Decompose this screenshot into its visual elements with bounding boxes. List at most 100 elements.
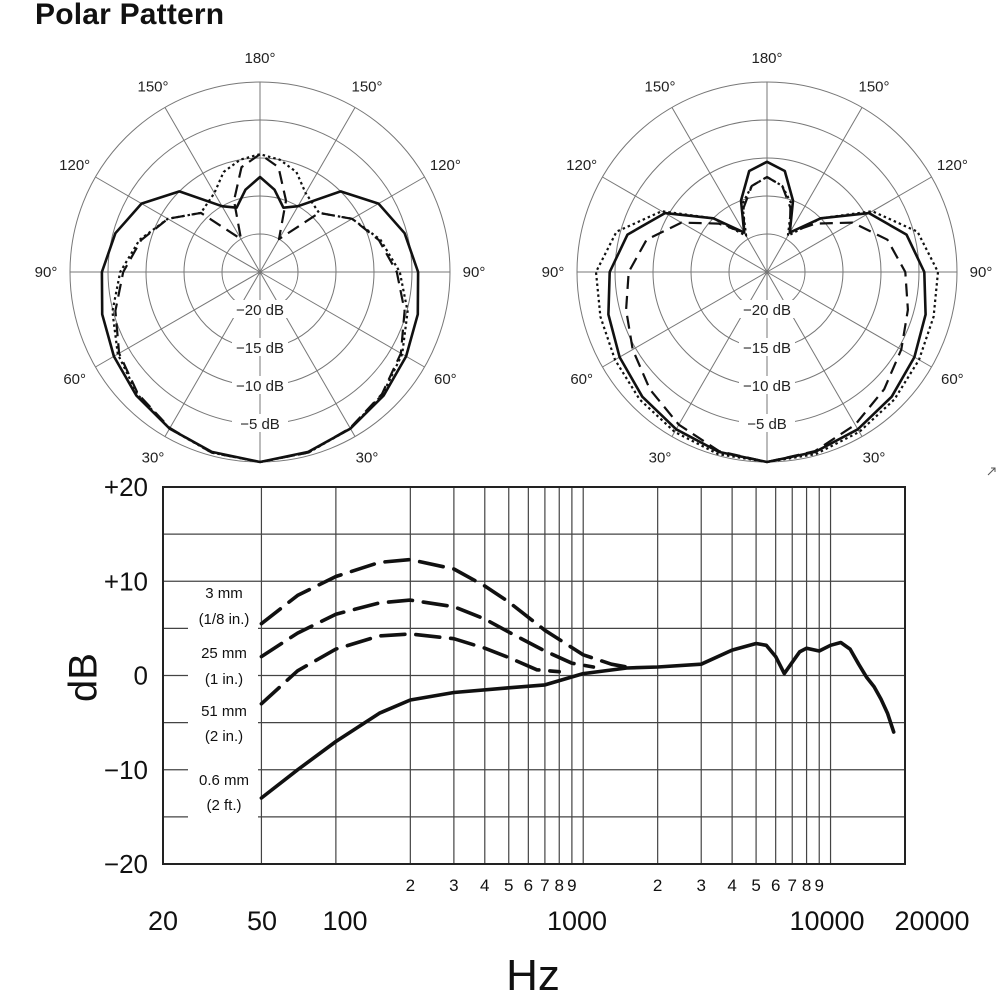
polar-angle-label: 150° xyxy=(858,79,889,96)
polar-spoke xyxy=(671,107,768,273)
polar-ring-label: −5 dB xyxy=(747,416,787,433)
polar-ring-label: −5 dB xyxy=(240,416,280,433)
polar-angle-label: 90° xyxy=(35,264,58,281)
polar-ring-label-bg xyxy=(739,376,795,394)
plot-frame xyxy=(162,486,906,865)
x-minor-tick-label: 5 xyxy=(504,876,513,895)
polar-spoke xyxy=(766,271,932,368)
x-major-tick-label: 20 xyxy=(148,906,178,936)
response-curve-4 xyxy=(259,640,896,800)
polar-angle-label: 30° xyxy=(142,449,165,466)
polar-series-dashed xyxy=(625,175,909,464)
polar-series-solid xyxy=(100,175,420,464)
polar-angle-label: 150° xyxy=(644,79,675,96)
polar-ring-label-bg xyxy=(739,338,795,356)
polar-ring-label: −15 dB xyxy=(743,340,791,357)
x-minor-tick-label: 9 xyxy=(567,876,576,895)
polar-ring-label-bg xyxy=(739,414,795,432)
polar-spoke xyxy=(164,107,261,273)
polar-ring-label: −20 dB xyxy=(743,302,791,319)
distance-label-metric: 25 mm xyxy=(201,645,247,662)
distance-label-bg xyxy=(188,642,258,692)
y-tick-label: −20 xyxy=(104,849,148,879)
x-major-tick-label: 50 xyxy=(247,906,277,936)
polar-angle-label: 30° xyxy=(649,449,672,466)
polar-angle-label: 30° xyxy=(863,449,886,466)
polar-angle-label: 120° xyxy=(430,157,461,174)
x-minor-tick-label: 2 xyxy=(406,876,415,895)
polar-spoke xyxy=(766,107,863,273)
polar-spoke xyxy=(259,107,356,273)
distance-label-metric: 51 mm xyxy=(201,703,247,720)
y-axis-label: dB xyxy=(62,653,106,702)
polar-angle-label: 150° xyxy=(137,79,168,96)
y-tick-label: 0 xyxy=(134,661,148,691)
distance-label-imperial: (2 in.) xyxy=(205,728,243,745)
response-curve-2 xyxy=(259,598,596,669)
polar-spoke xyxy=(259,176,425,273)
polar-spoke xyxy=(766,271,863,437)
polar-spoke xyxy=(164,271,261,437)
polar-ring-label-bg xyxy=(232,414,288,432)
polar-angle-label: 120° xyxy=(59,157,90,174)
polar-ring-label: −10 dB xyxy=(236,378,284,395)
polar-angle-label: 60° xyxy=(570,371,593,388)
x-minor-tick-label: 4 xyxy=(727,876,736,895)
polar-series-dotted xyxy=(111,153,409,464)
x-minor-tick-label: 3 xyxy=(696,876,705,895)
polar-spoke xyxy=(95,176,261,273)
y-tick-label: −10 xyxy=(104,755,148,785)
polar-ring-label-bg xyxy=(232,338,288,356)
polar-ring-label: −10 dB xyxy=(743,378,791,395)
x-minor-tick-label: 9 xyxy=(814,876,823,895)
x-major-tick-label: 10000 xyxy=(789,906,864,936)
polar-angle-label: 60° xyxy=(941,371,964,388)
distance-label-imperial: (1 in.) xyxy=(205,671,243,688)
polar-angle-label: 150° xyxy=(351,79,382,96)
polar-angle-label: 180° xyxy=(751,50,782,67)
polar-angle-label: 30° xyxy=(356,449,379,466)
polar-angle-label: 120° xyxy=(937,157,968,174)
polar-angle-label: 90° xyxy=(542,264,565,281)
polar-ring-label-bg xyxy=(232,300,288,318)
distance-label-bg xyxy=(188,700,258,749)
polar-angle-label: 120° xyxy=(566,157,597,174)
polar-spoke xyxy=(259,271,356,437)
y-tick-label: +10 xyxy=(104,566,148,596)
distance-label-bg xyxy=(188,582,258,632)
polar-spoke xyxy=(95,271,261,368)
polar-angle-label: 90° xyxy=(970,264,993,281)
response-curve-3 xyxy=(259,632,561,706)
polar-ring-label-bg xyxy=(739,300,795,318)
x-minor-tick-label: 6 xyxy=(771,876,780,895)
x-minor-tick-label: 6 xyxy=(524,876,533,895)
polar-angle-label: 180° xyxy=(244,50,275,67)
polar-spoke xyxy=(602,176,768,273)
polar-ring-label: −15 dB xyxy=(236,340,284,357)
x-minor-tick-label: 5 xyxy=(751,876,760,895)
polar-chart-right: 180° 150° 150° 120° 120° 90° 90° 60° 60° 30° 30° −2… xyxy=(542,50,993,466)
polar-angle-label: 90° xyxy=(463,264,486,281)
x-minor-tick-label: 7 xyxy=(540,876,549,895)
x-axis-label: Hz xyxy=(506,951,560,1000)
polar-spoke xyxy=(602,271,768,368)
corner-arrow-icon xyxy=(987,467,996,476)
x-minor-tick-label: 8 xyxy=(802,876,811,895)
distance-label-imperial: (1/8 in.) xyxy=(199,611,250,628)
x-major-tick-label: 100 xyxy=(322,906,367,936)
polar-chart-left: 180° 150° 150° 120° 120° 90° 90° 60° 60° 30° 30° −2… xyxy=(35,50,486,466)
response-curve-1 xyxy=(259,557,629,669)
polar-series-dashed xyxy=(114,153,406,464)
x-minor-tick-label: 8 xyxy=(555,876,564,895)
x-major-tick-label: 1000 xyxy=(547,906,607,936)
x-minor-tick-label: 2 xyxy=(653,876,662,895)
x-minor-tick-label: 7 xyxy=(787,876,796,895)
y-tick-label: +20 xyxy=(104,472,148,502)
polar-spoke xyxy=(671,271,768,437)
distance-label-metric: 3 mm xyxy=(205,585,243,602)
x-minor-tick-label: 4 xyxy=(480,876,489,895)
polar-ring-label: −20 dB xyxy=(236,302,284,319)
x-minor-tick-label: 3 xyxy=(449,876,458,895)
